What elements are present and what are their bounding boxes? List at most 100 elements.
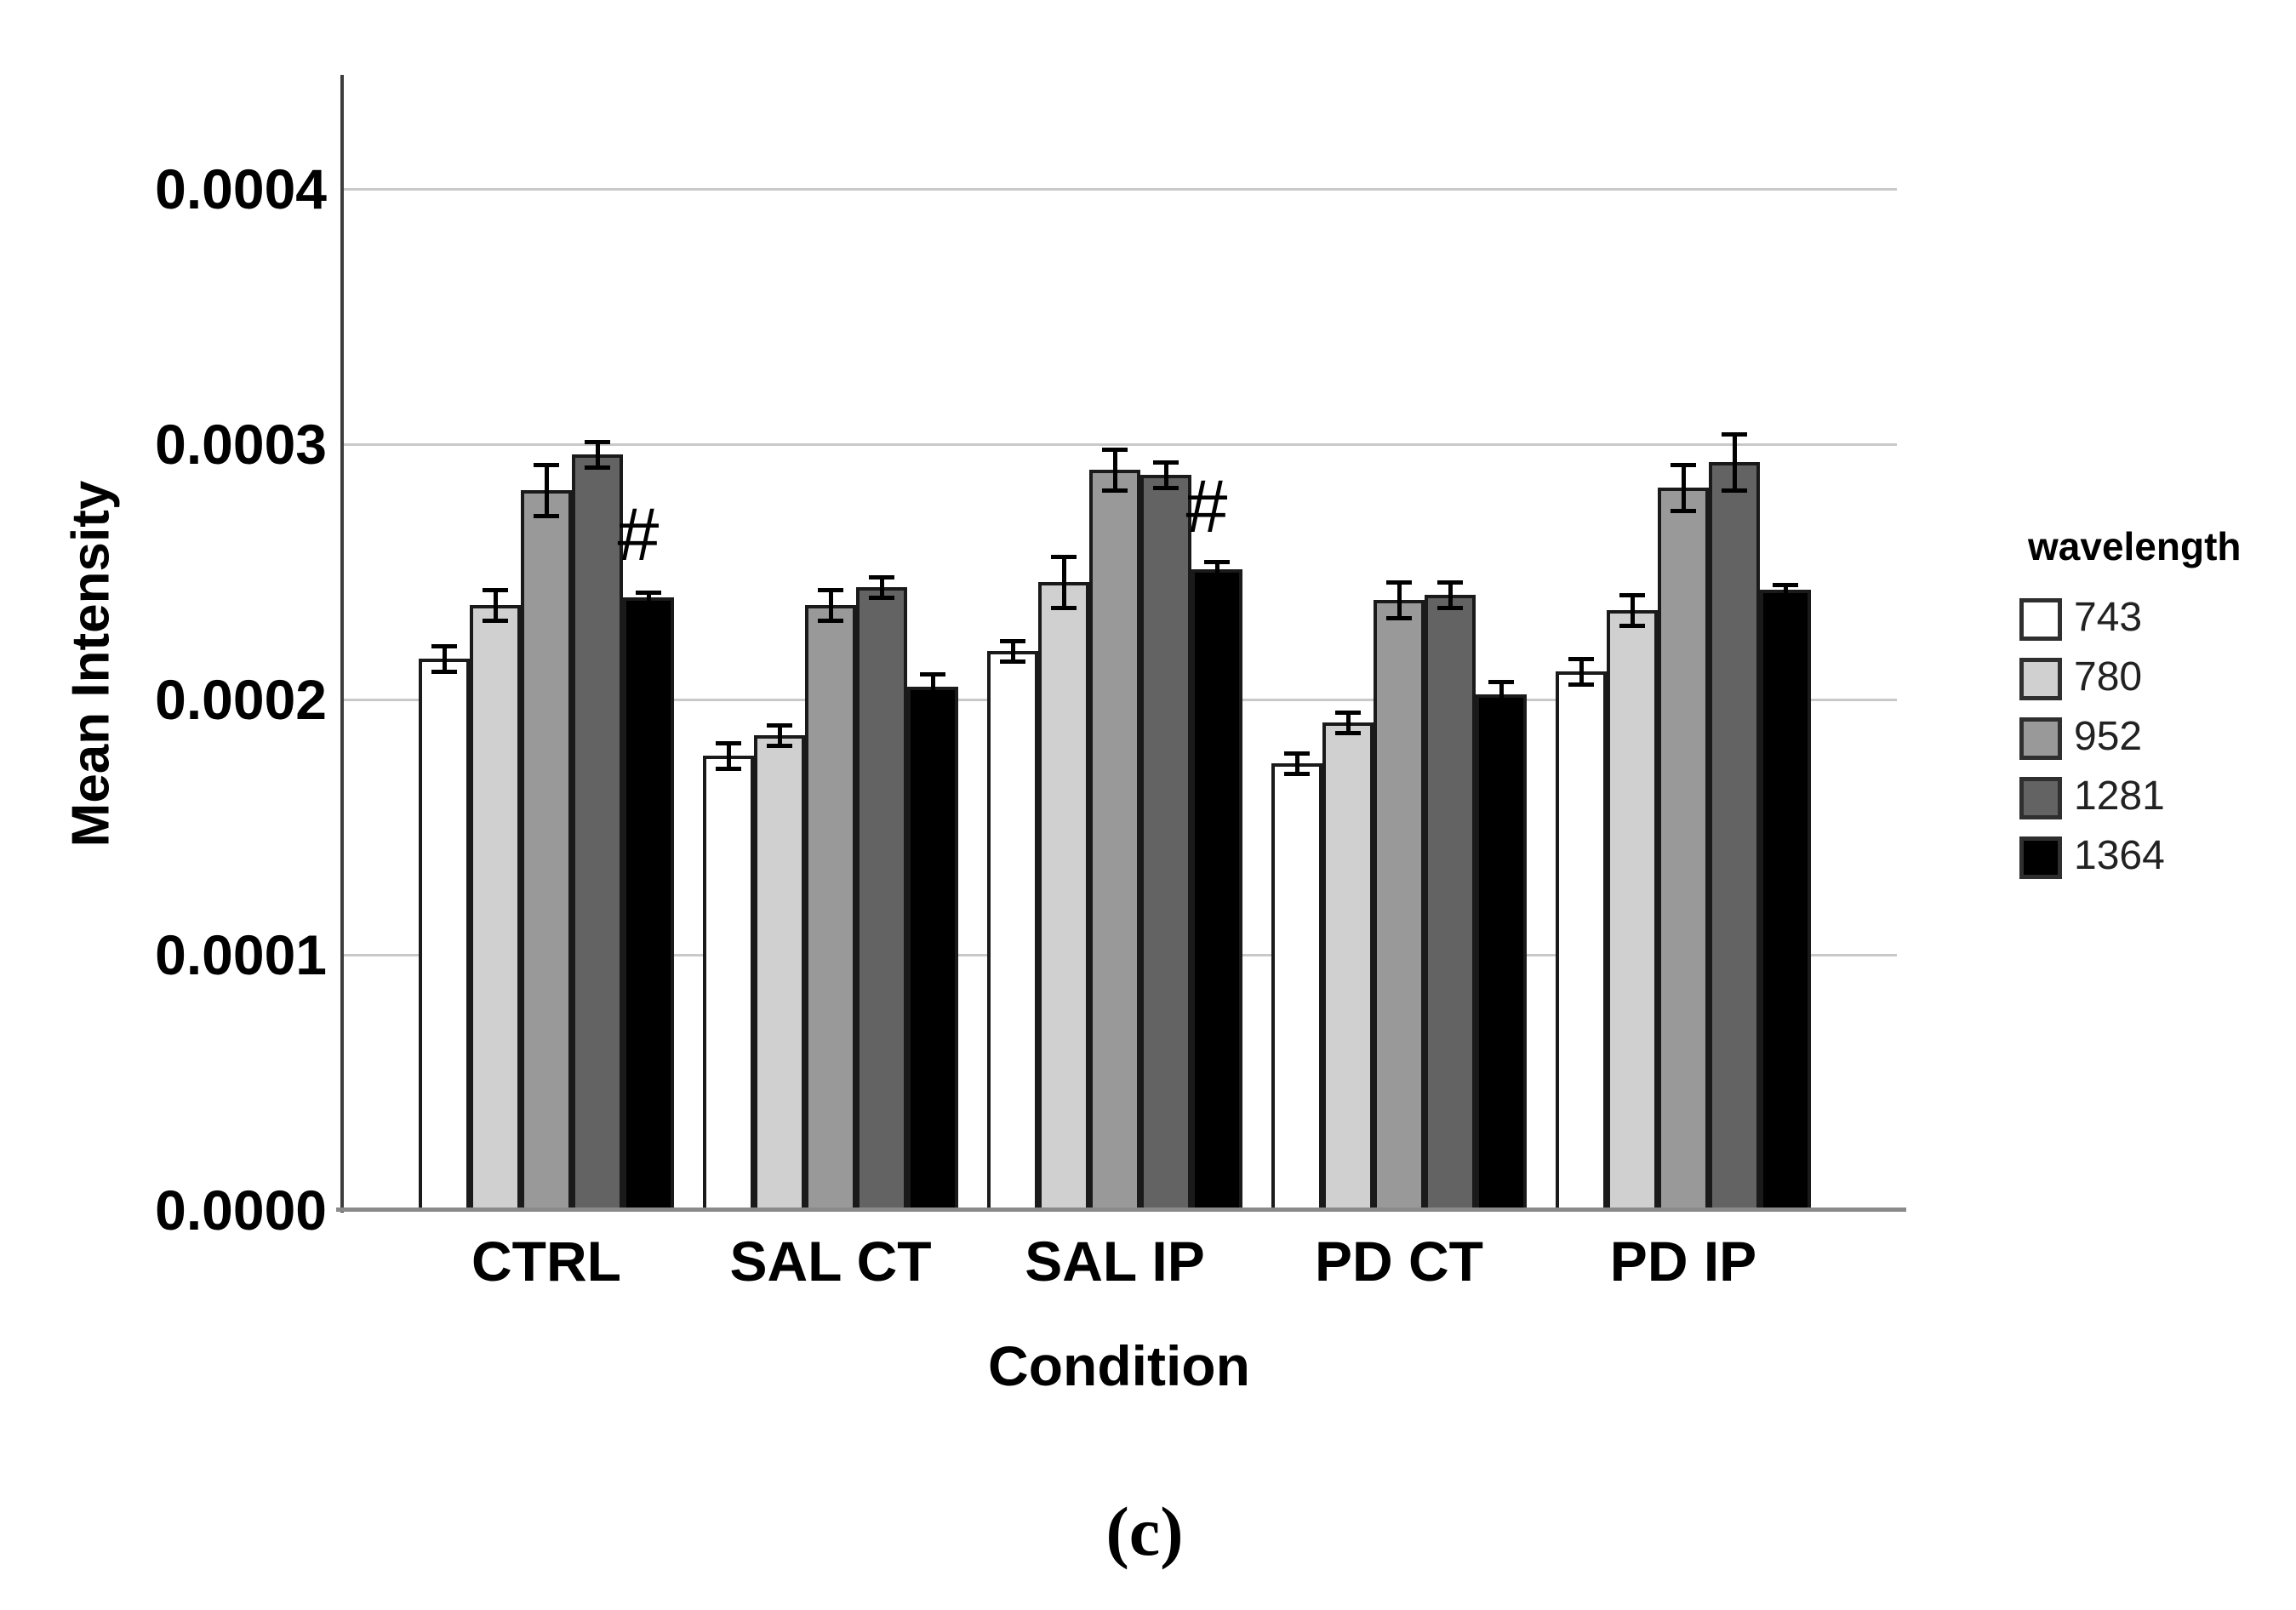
bar-sal-ip-952 (1089, 470, 1140, 1212)
error-bar (646, 592, 651, 602)
error-bar-cap (1386, 615, 1412, 620)
bar-pd-ip-743 (1556, 671, 1607, 1212)
legend-swatch-743 (2019, 598, 2062, 641)
error-bar (442, 646, 447, 671)
error-bar (1783, 585, 1788, 595)
error-bar-cap (1102, 447, 1128, 452)
gridline-0.0004 (342, 187, 1897, 191)
x-category-label-pd-ct: PD CT (1315, 1230, 1483, 1293)
bar-pd-ct-1281 (1425, 595, 1476, 1212)
error-bar-cap (716, 740, 741, 745)
error-bar (1732, 434, 1737, 490)
error-bar-cap (431, 643, 457, 648)
y-tick-label: 0.0001 (155, 923, 327, 986)
legend-title: wavelength (2028, 524, 2242, 568)
error-bar (1579, 659, 1584, 684)
error-bar-cap (1051, 554, 1077, 559)
legend-swatch-1281 (2019, 777, 2062, 819)
error-bar-cap (869, 574, 894, 579)
significance-hash-annotation: # (1185, 464, 1228, 548)
y-axis-title: Mean Intensity (61, 480, 121, 848)
error-bar-cap (1335, 710, 1361, 715)
gridline-0.0003 (342, 442, 1897, 446)
error-bar-cap (1102, 488, 1128, 493)
error-bar (1499, 682, 1504, 707)
x-category-label-sal-ct: SAL CT (729, 1230, 932, 1293)
legend-swatch-1364 (2019, 836, 2062, 879)
error-bar-cap (1284, 751, 1310, 756)
error-bar-cap (1000, 638, 1025, 643)
error-bar-cap (585, 465, 610, 470)
y-axis-line (340, 75, 344, 1213)
error-bar (1294, 753, 1299, 774)
error-bar-cap (636, 590, 661, 595)
bar-pd-ip-1281 (1709, 462, 1760, 1212)
error-bar-cap (534, 513, 559, 518)
error-bar (1345, 712, 1351, 733)
bar-sal-ct-743 (703, 756, 754, 1212)
error-bar-cap (534, 462, 559, 467)
bar-pd-ip-1364 (1760, 590, 1811, 1212)
significance-hash-annotation: # (617, 492, 660, 576)
y-tick-label: 0.0003 (155, 413, 327, 476)
bar-pd-ct-780 (1322, 722, 1374, 1212)
bar-sal-ct-1281 (856, 587, 907, 1212)
error-bar (595, 442, 600, 467)
error-bar-cap (483, 587, 508, 592)
error-bar-cap (1671, 508, 1696, 513)
error-bar-cap (1671, 462, 1696, 467)
bar-ctrl-1364 (623, 597, 674, 1212)
legend-label: 952 (2074, 714, 2143, 759)
legend-label: 1364 (2074, 833, 2165, 878)
error-bar (544, 465, 549, 516)
error-bar (1061, 557, 1066, 608)
figure-caption: (c) (1105, 1493, 1184, 1570)
error-bar-cap (818, 618, 843, 623)
error-bar-cap (1386, 579, 1412, 585)
bar-pd-ct-743 (1271, 763, 1322, 1212)
legend-label: 780 (2074, 654, 2143, 699)
error-bar-cap (1722, 488, 1747, 493)
error-bar (879, 577, 884, 597)
bar-ctrl-780 (470, 605, 521, 1212)
bar-sal-ct-1364 (907, 687, 958, 1212)
error-bar-cap (1284, 771, 1310, 776)
error-bar-cap (1619, 592, 1645, 597)
error-bar-cap (431, 669, 457, 674)
error-bar-cap (1204, 559, 1230, 564)
bar-pd-ip-952 (1658, 488, 1709, 1212)
error-bar-cap (1335, 730, 1361, 735)
legend-swatch-952 (2019, 717, 2062, 760)
error-bar-cap (920, 671, 945, 677)
error-bar (828, 590, 833, 620)
error-bar-cap (1773, 582, 1798, 587)
error-bar (1448, 582, 1453, 608)
error-bar-cap (1000, 659, 1025, 664)
error-bar (1630, 595, 1635, 625)
error-bar-cap (767, 722, 792, 728)
y-tick-label: 0.0002 (155, 668, 327, 731)
error-bar (493, 590, 498, 620)
error-bar-cap (1722, 431, 1747, 437)
x-category-label-pd-ip: PD IP (1609, 1230, 1757, 1293)
error-bar-cap (636, 600, 661, 605)
legend-label: 743 (2074, 595, 2143, 640)
error-bar (930, 674, 935, 699)
error-bar (1214, 562, 1219, 577)
error-bar-cap (716, 766, 741, 771)
x-category-label-ctrl: CTRL (471, 1230, 621, 1293)
bar-pd-ct-952 (1374, 600, 1425, 1212)
bar-sal-ip-1281 (1140, 475, 1191, 1212)
bar-ctrl-743 (419, 659, 470, 1212)
bar-ctrl-1281 (572, 454, 623, 1212)
error-bar-cap (1619, 623, 1645, 628)
y-tick-label: 0.0000 (155, 1179, 327, 1242)
bar-sal-ip-780 (1038, 582, 1089, 1212)
bar-ctrl-952 (521, 490, 572, 1212)
bar-sal-ct-780 (754, 735, 805, 1212)
error-bar (1396, 582, 1402, 618)
error-bar-cap (1773, 592, 1798, 597)
legend-label: 1281 (2074, 774, 2165, 819)
x-axis-baseline (336, 1208, 1906, 1212)
